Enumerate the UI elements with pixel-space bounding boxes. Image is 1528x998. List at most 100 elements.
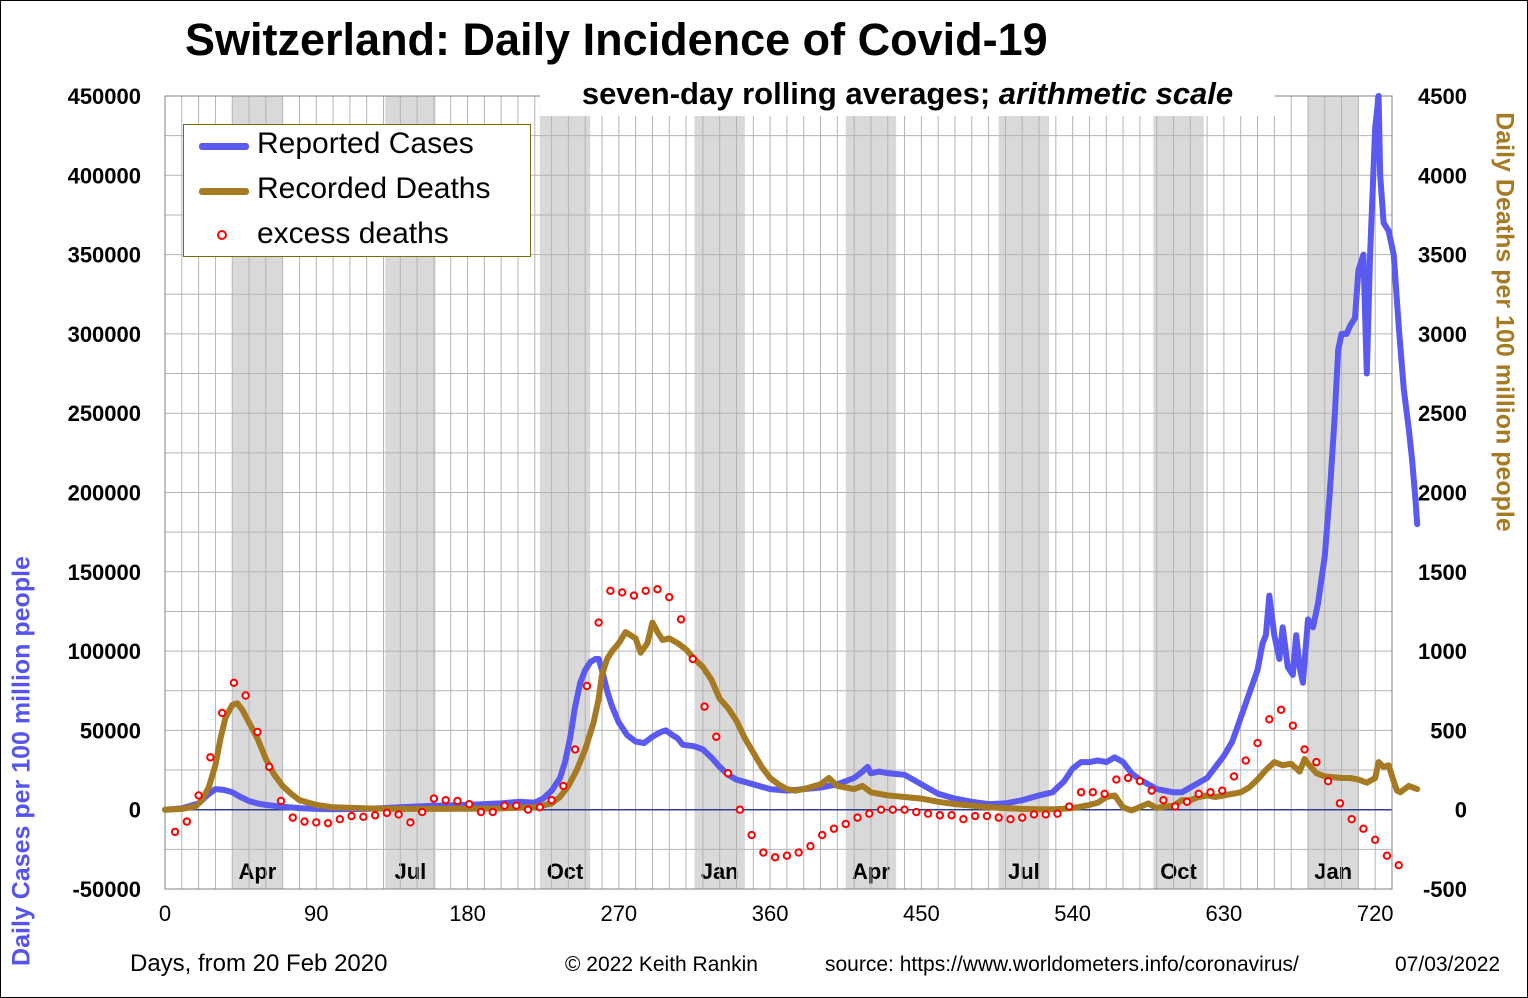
y-axis-left-label: Daily Cases per 100 million people <box>7 556 36 966</box>
excess-death-point-77 <box>1076 788 1086 797</box>
excess-death-point-61 <box>888 805 897 814</box>
excess-death-point-34 <box>570 745 580 754</box>
excess-death-point-90 <box>1229 772 1239 781</box>
excess-death-point-3 <box>206 753 215 762</box>
excess-death-point-41 <box>653 585 662 594</box>
excess-death-point-71 <box>1006 815 1015 824</box>
y-left-tick-400000: 400000 <box>68 163 141 188</box>
excess-death-point-72 <box>1018 813 1027 822</box>
excess-death-point-35 <box>582 681 592 691</box>
excess-death-point-49 <box>747 830 756 840</box>
y-right-tick-2500: 2500 <box>1418 401 1467 426</box>
excess-death-point-45 <box>700 702 709 711</box>
excess-death-point-88 <box>1206 788 1215 797</box>
legend-item-cases: Reported Cases <box>184 125 530 165</box>
excess-death-point-43 <box>676 615 686 624</box>
y-axis-right-label-box: Daily Deaths per 100 million people <box>1484 82 1524 562</box>
excess-death-point-47 <box>723 769 733 778</box>
excess-death-point-37 <box>606 586 615 596</box>
excess-death-point-17 <box>370 811 380 820</box>
excess-death-point-4 <box>217 708 227 718</box>
excess-death-point-21 <box>417 807 427 817</box>
excess-death-point-75 <box>1053 809 1062 818</box>
excess-death-point-76 <box>1065 802 1074 811</box>
excess-death-point-69 <box>982 811 992 821</box>
excess-death-point-51 <box>770 853 780 862</box>
excess-death-point-62 <box>900 805 909 814</box>
excess-death-point-84 <box>1159 795 1168 805</box>
series-line-recorded-deaths <box>162 619 1421 814</box>
excess-death-point-27 <box>488 807 497 817</box>
excess-death-point-18 <box>382 808 392 818</box>
legend-item-deaths: Recorded Deaths <box>184 170 530 210</box>
excess-death-point-96 <box>1300 745 1309 754</box>
excess-death-point-38 <box>617 588 627 597</box>
y-left-tick-100000: 100000 <box>68 639 141 664</box>
series-line-reported-cases <box>162 93 1421 813</box>
x-tick-90: 90 <box>304 901 328 926</box>
excess-death-point-20 <box>406 818 415 827</box>
excess-death-point-86 <box>1182 797 1192 806</box>
excess-death-point-52 <box>782 851 792 860</box>
excess-death-point-26 <box>476 807 486 817</box>
y-left-tick--50000: -50000 <box>72 877 141 902</box>
excess-death-point-67 <box>959 815 968 824</box>
x-tick-540: 540 <box>1054 901 1091 926</box>
legend: Reported Cases Recorded Deaths excess de… <box>183 124 531 257</box>
y-left-tick-50000: 50000 <box>80 718 141 743</box>
data-series <box>162 93 1421 870</box>
month-label-7: Jan <box>1314 859 1352 884</box>
legend-label-deaths: Recorded Deaths <box>257 172 491 205</box>
y-left-tick-200000: 200000 <box>68 481 141 506</box>
y-left-tick-350000: 350000 <box>68 243 141 268</box>
excess-death-point-100 <box>1347 815 1356 824</box>
y-left-tick-0: 0 <box>129 798 141 823</box>
excess-death-point-8 <box>265 762 274 772</box>
excess-death-point-102 <box>1370 835 1380 845</box>
y-right-tick--500: -500 <box>1423 877 1467 902</box>
excess-death-point-94 <box>1276 705 1286 714</box>
excess-death-point-97 <box>1312 757 1321 767</box>
month-label-2: Oct <box>547 859 584 884</box>
series-excess-deaths <box>170 585 1403 870</box>
excess-death-point-103 <box>1382 851 1392 860</box>
tick-labels: 0 90 180 270 360 450 540 630 720 -50000 0 50000 1000… <box>68 84 1467 926</box>
excess-death-point-13 <box>323 818 333 828</box>
excess-death-point-29 <box>512 801 521 810</box>
excess-death-point-24 <box>453 796 462 806</box>
y-right-tick-2000: 2000 <box>1418 481 1467 506</box>
excess-death-point-73 <box>1029 810 1039 819</box>
excess-death-point-82 <box>1135 776 1145 786</box>
excess-death-point-54 <box>806 841 815 851</box>
excess-death-point-25 <box>465 799 474 809</box>
subtitle-main: seven-day rolling averages; <box>581 76 999 111</box>
y-right-tick-0: 0 <box>1455 798 1467 823</box>
excess-death-point-11 <box>300 817 309 826</box>
y-right-tick-500: 500 <box>1430 718 1467 743</box>
excess-death-point-53 <box>794 848 803 857</box>
y-right-tick-3000: 3000 <box>1418 322 1467 347</box>
excess-death-point-55 <box>818 830 827 840</box>
month-label-1: Jul <box>395 859 427 884</box>
excess-death-point-40 <box>641 586 650 596</box>
excess-death-point-87 <box>1194 789 1203 799</box>
excess-death-point-36 <box>594 618 603 627</box>
x-tick-0: 0 <box>159 901 171 926</box>
y-axis-left-label-box: Daily Cases per 100 million people <box>2 530 42 992</box>
y-left-tick-450000: 450000 <box>68 84 141 109</box>
x-tick-720: 720 <box>1357 901 1394 926</box>
chart-subtitle: seven-day rolling averages; arithmetic s… <box>540 74 1275 116</box>
excess-death-point-15 <box>347 811 356 821</box>
excess-death-point-16 <box>359 812 368 822</box>
excess-death-point-63 <box>912 807 921 817</box>
excess-death-point-14 <box>335 815 345 824</box>
excess-death-point-60 <box>876 805 886 814</box>
excess-death-point-64 <box>923 809 933 818</box>
excess-death-point-74 <box>1041 810 1050 819</box>
excess-death-point-46 <box>712 732 721 741</box>
x-tick-180: 180 <box>449 901 486 926</box>
excess-death-point-59 <box>865 809 874 818</box>
legend-item-excess: excess deaths <box>184 215 530 255</box>
y-right-tick-1000: 1000 <box>1418 639 1467 664</box>
excess-death-point-23 <box>441 795 450 805</box>
